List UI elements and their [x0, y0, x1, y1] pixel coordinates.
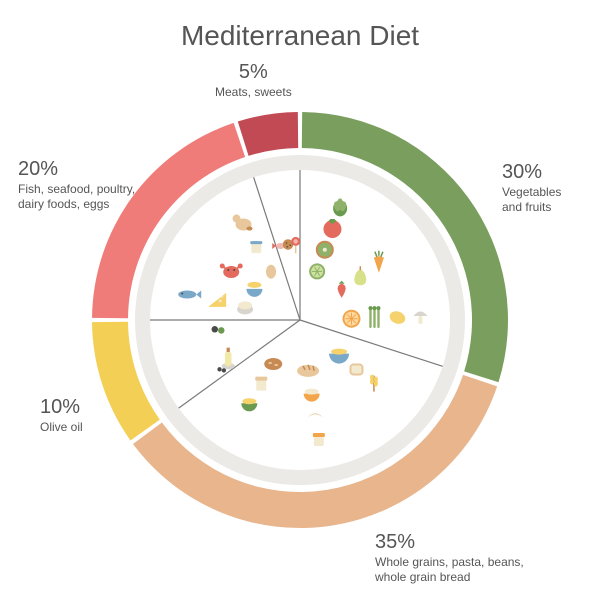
label-pct: 35%: [375, 530, 524, 555]
label-grains: 35%Whole grains, pasta, beans, whole gra…: [375, 530, 524, 585]
label-desc: Vegetables and fruits: [502, 185, 561, 215]
rice-icon: [237, 301, 253, 314]
label-pct: 5%: [215, 60, 292, 85]
yogurt-icon: [250, 241, 262, 253]
rye-bread-icon: [264, 358, 282, 370]
label-pct: 20%: [18, 157, 135, 182]
label-desc: Meats, sweets: [215, 85, 292, 100]
flour-icon: [255, 377, 267, 391]
label-oil: 10%Olive oil: [40, 395, 83, 435]
ring-slice-sweets: [238, 112, 298, 156]
label-pct: 10%: [40, 395, 83, 420]
label-proteins: 20%Fish, seafood, poultry, dairy foods, …: [18, 157, 135, 212]
egg-icon: [266, 265, 276, 279]
diet-pie-chart: [0, 0, 600, 600]
bread-loaf-icon: [297, 365, 319, 377]
orange-icon: [342, 310, 360, 328]
bread-slice-icon: [349, 364, 363, 376]
asparagus-icon: [368, 306, 380, 328]
jar-icon: [313, 433, 325, 446]
label-desc: Fish, seafood, poultry, dairy foods, egg…: [18, 182, 135, 212]
kiwi-icon: [316, 241, 334, 259]
label-pct: 30%: [502, 160, 561, 185]
label-sweets: 5%Meats, sweets: [215, 60, 292, 100]
label-desc: Olive oil: [40, 420, 83, 435]
label-veg: 30%Vegetables and fruits: [502, 160, 561, 215]
label-desc: Whole grains, pasta, beans, whole grain …: [375, 555, 524, 585]
lime-icon: [309, 263, 325, 279]
